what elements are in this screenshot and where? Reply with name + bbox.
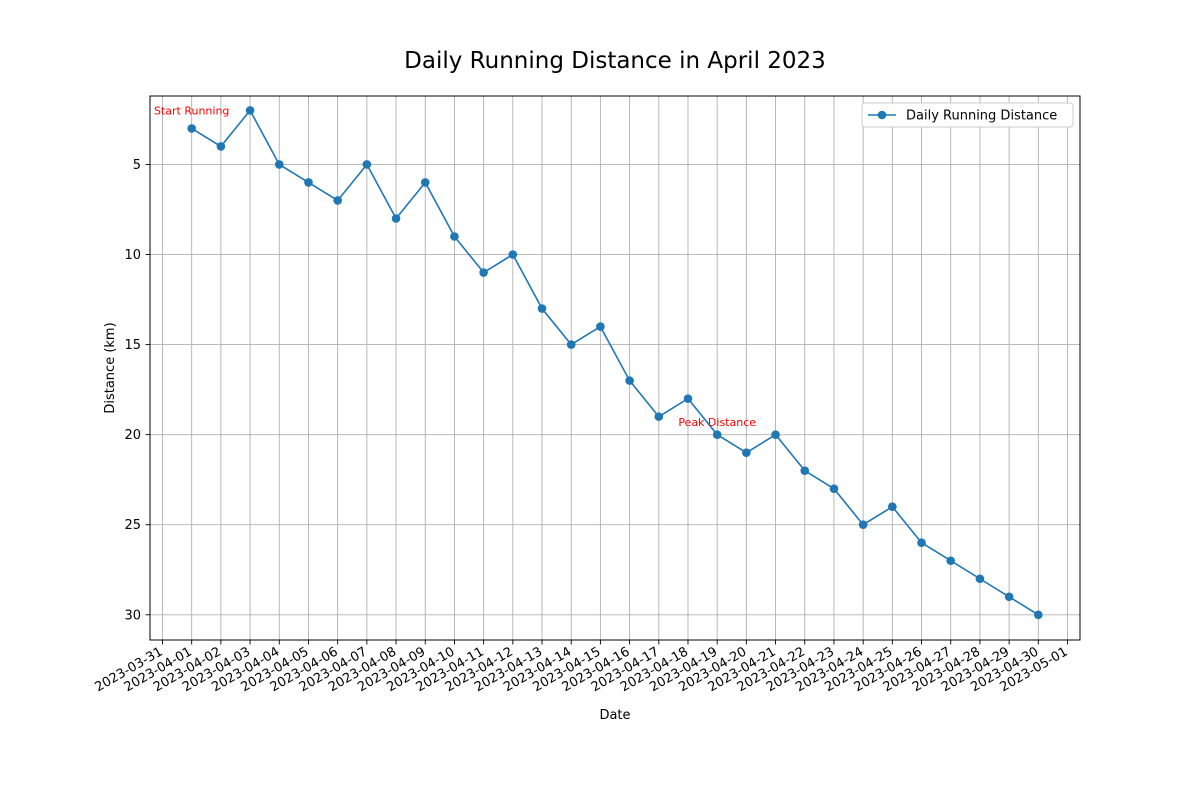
data-point: [683, 394, 693, 403]
y-axis-ticks: 5 10 15 20 25 30: [124, 158, 150, 623]
data-point: [975, 574, 985, 584]
data-point: [245, 106, 255, 115]
legend-entry-label: Daily Running Distance: [906, 109, 1057, 124]
data-point: [187, 124, 196, 133]
data-point: [450, 232, 459, 241]
data-point: [742, 448, 751, 457]
data-point: [479, 268, 488, 277]
data-point: [420, 178, 430, 187]
data-point: [771, 430, 780, 439]
data-point: [537, 304, 547, 313]
y-tick-label: 5: [133, 158, 141, 173]
data-point: [1034, 610, 1043, 620]
legend-marker-sample: [877, 110, 887, 120]
data-point: [304, 178, 313, 187]
series-line: [191, 109, 1039, 616]
y-tick-label: 30: [124, 608, 141, 623]
grid-lines: [150, 96, 1080, 640]
legend-box: [861, 102, 1074, 128]
annotations: Start Running Peak Distance: [154, 104, 756, 429]
data-point: [274, 160, 284, 169]
annotation-label: Peak Distance: [678, 416, 756, 429]
y-tick-label: 10: [124, 248, 141, 263]
y-tick-label: 15: [124, 338, 141, 353]
data-point: [508, 250, 518, 259]
x-axis-label: Date: [599, 708, 630, 723]
chart-title: Daily Running Distance in April 2023: [404, 48, 826, 74]
data-point: [596, 322, 605, 331]
data-point: [888, 502, 897, 512]
data-point: [333, 196, 342, 205]
data-point: [216, 142, 226, 151]
data-point: [391, 214, 401, 223]
y-tick-label: 20: [124, 428, 141, 443]
y-axis-label: Distance (km): [103, 322, 118, 413]
y-tick-label: 25: [124, 518, 141, 533]
data-point: [654, 412, 664, 421]
data-point: [800, 466, 810, 475]
annotation-label: Start Running: [154, 104, 229, 117]
data-point: [712, 430, 722, 439]
plot-area-frame: [149, 95, 1081, 641]
data-point: [625, 376, 634, 385]
data-point: [917, 538, 926, 548]
series-layer: [187, 106, 1043, 620]
data-point: [858, 520, 868, 530]
data-point: [362, 160, 372, 169]
data-point: [829, 484, 839, 493]
data-point: [946, 556, 956, 566]
data-point: [1004, 592, 1014, 602]
data-point: [566, 340, 576, 349]
x-axis-ticks: 2023-03-312023-04-012023-04-022023-04-03…: [93, 640, 1071, 695]
legend: Daily Running Distance: [861, 102, 1074, 128]
